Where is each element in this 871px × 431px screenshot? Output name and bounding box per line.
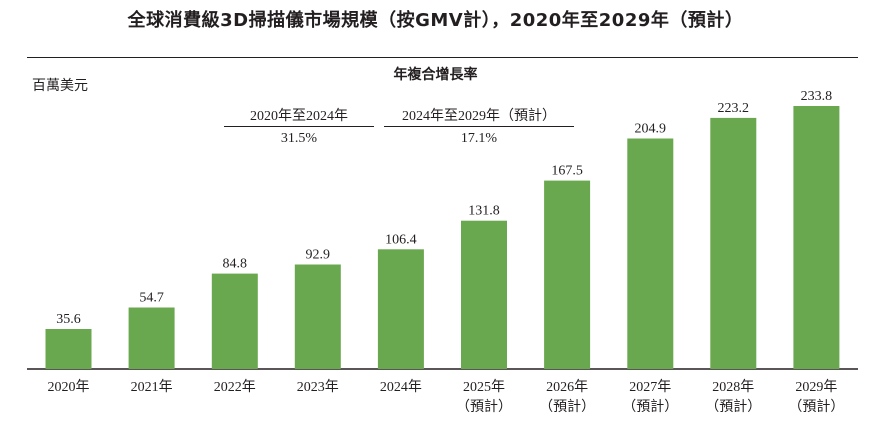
x-tick-label: 2023年 [297,379,339,395]
bar [627,138,674,369]
bar [710,117,757,370]
data-label: 223.2 [718,101,750,116]
bar [45,329,92,369]
x-tick-label: 2028年 [712,379,754,395]
x-tick-label: 2027年 [629,379,671,395]
x-tick-forecast-note: （預計） [456,399,512,415]
unit-label: 百萬美元 [32,79,88,94]
data-label: 131.8 [468,204,500,219]
data-label: 84.8 [223,257,248,272]
cagr-rule [224,126,374,127]
x-tick-label: 2022年 [214,379,256,395]
bar [128,307,175,369]
data-label: 233.8 [801,89,833,104]
x-tick-forecast-note: （預計） [622,399,678,415]
chart-title: 全球消費級3D掃描儀市場規模（按GMV計），2020年至2029年（預計） [127,10,744,31]
x-tick-label: 2021年 [131,379,173,395]
bar [544,180,591,369]
cagr-value: 17.1% [460,131,498,146]
cagr-heading: 年複合增長率 [393,68,478,83]
data-label: 106.4 [385,232,417,247]
bar [377,249,424,369]
bar [461,220,507,369]
x-tick-label: 2025年 [463,379,505,395]
title-rule [27,57,858,58]
data-label: 54.7 [139,291,164,306]
cagr-period-label: 2020年至2024年 [250,109,348,124]
data-label: 35.6 [56,312,81,327]
cagr-rule [384,126,574,127]
cagr-value: 31.5% [280,131,318,146]
x-tick-label: 2024年 [380,379,422,395]
x-tick-label: 2020年 [48,379,90,395]
data-label: 204.9 [635,122,667,137]
bar [793,106,840,369]
x-tick-forecast-note: （預計） [705,399,761,415]
x-tick-forecast-note: （預計） [539,399,595,415]
bar [211,273,258,369]
bar [294,264,341,369]
x-tick-label: 2029年 [795,379,837,395]
x-tick-forecast-note: （預計） [788,399,844,415]
data-label: 92.9 [306,248,331,263]
data-label: 167.5 [551,164,583,179]
x-tick-label: 2026年 [546,379,588,395]
cagr-period-label: 2024年至2029年（預計） [402,109,556,124]
